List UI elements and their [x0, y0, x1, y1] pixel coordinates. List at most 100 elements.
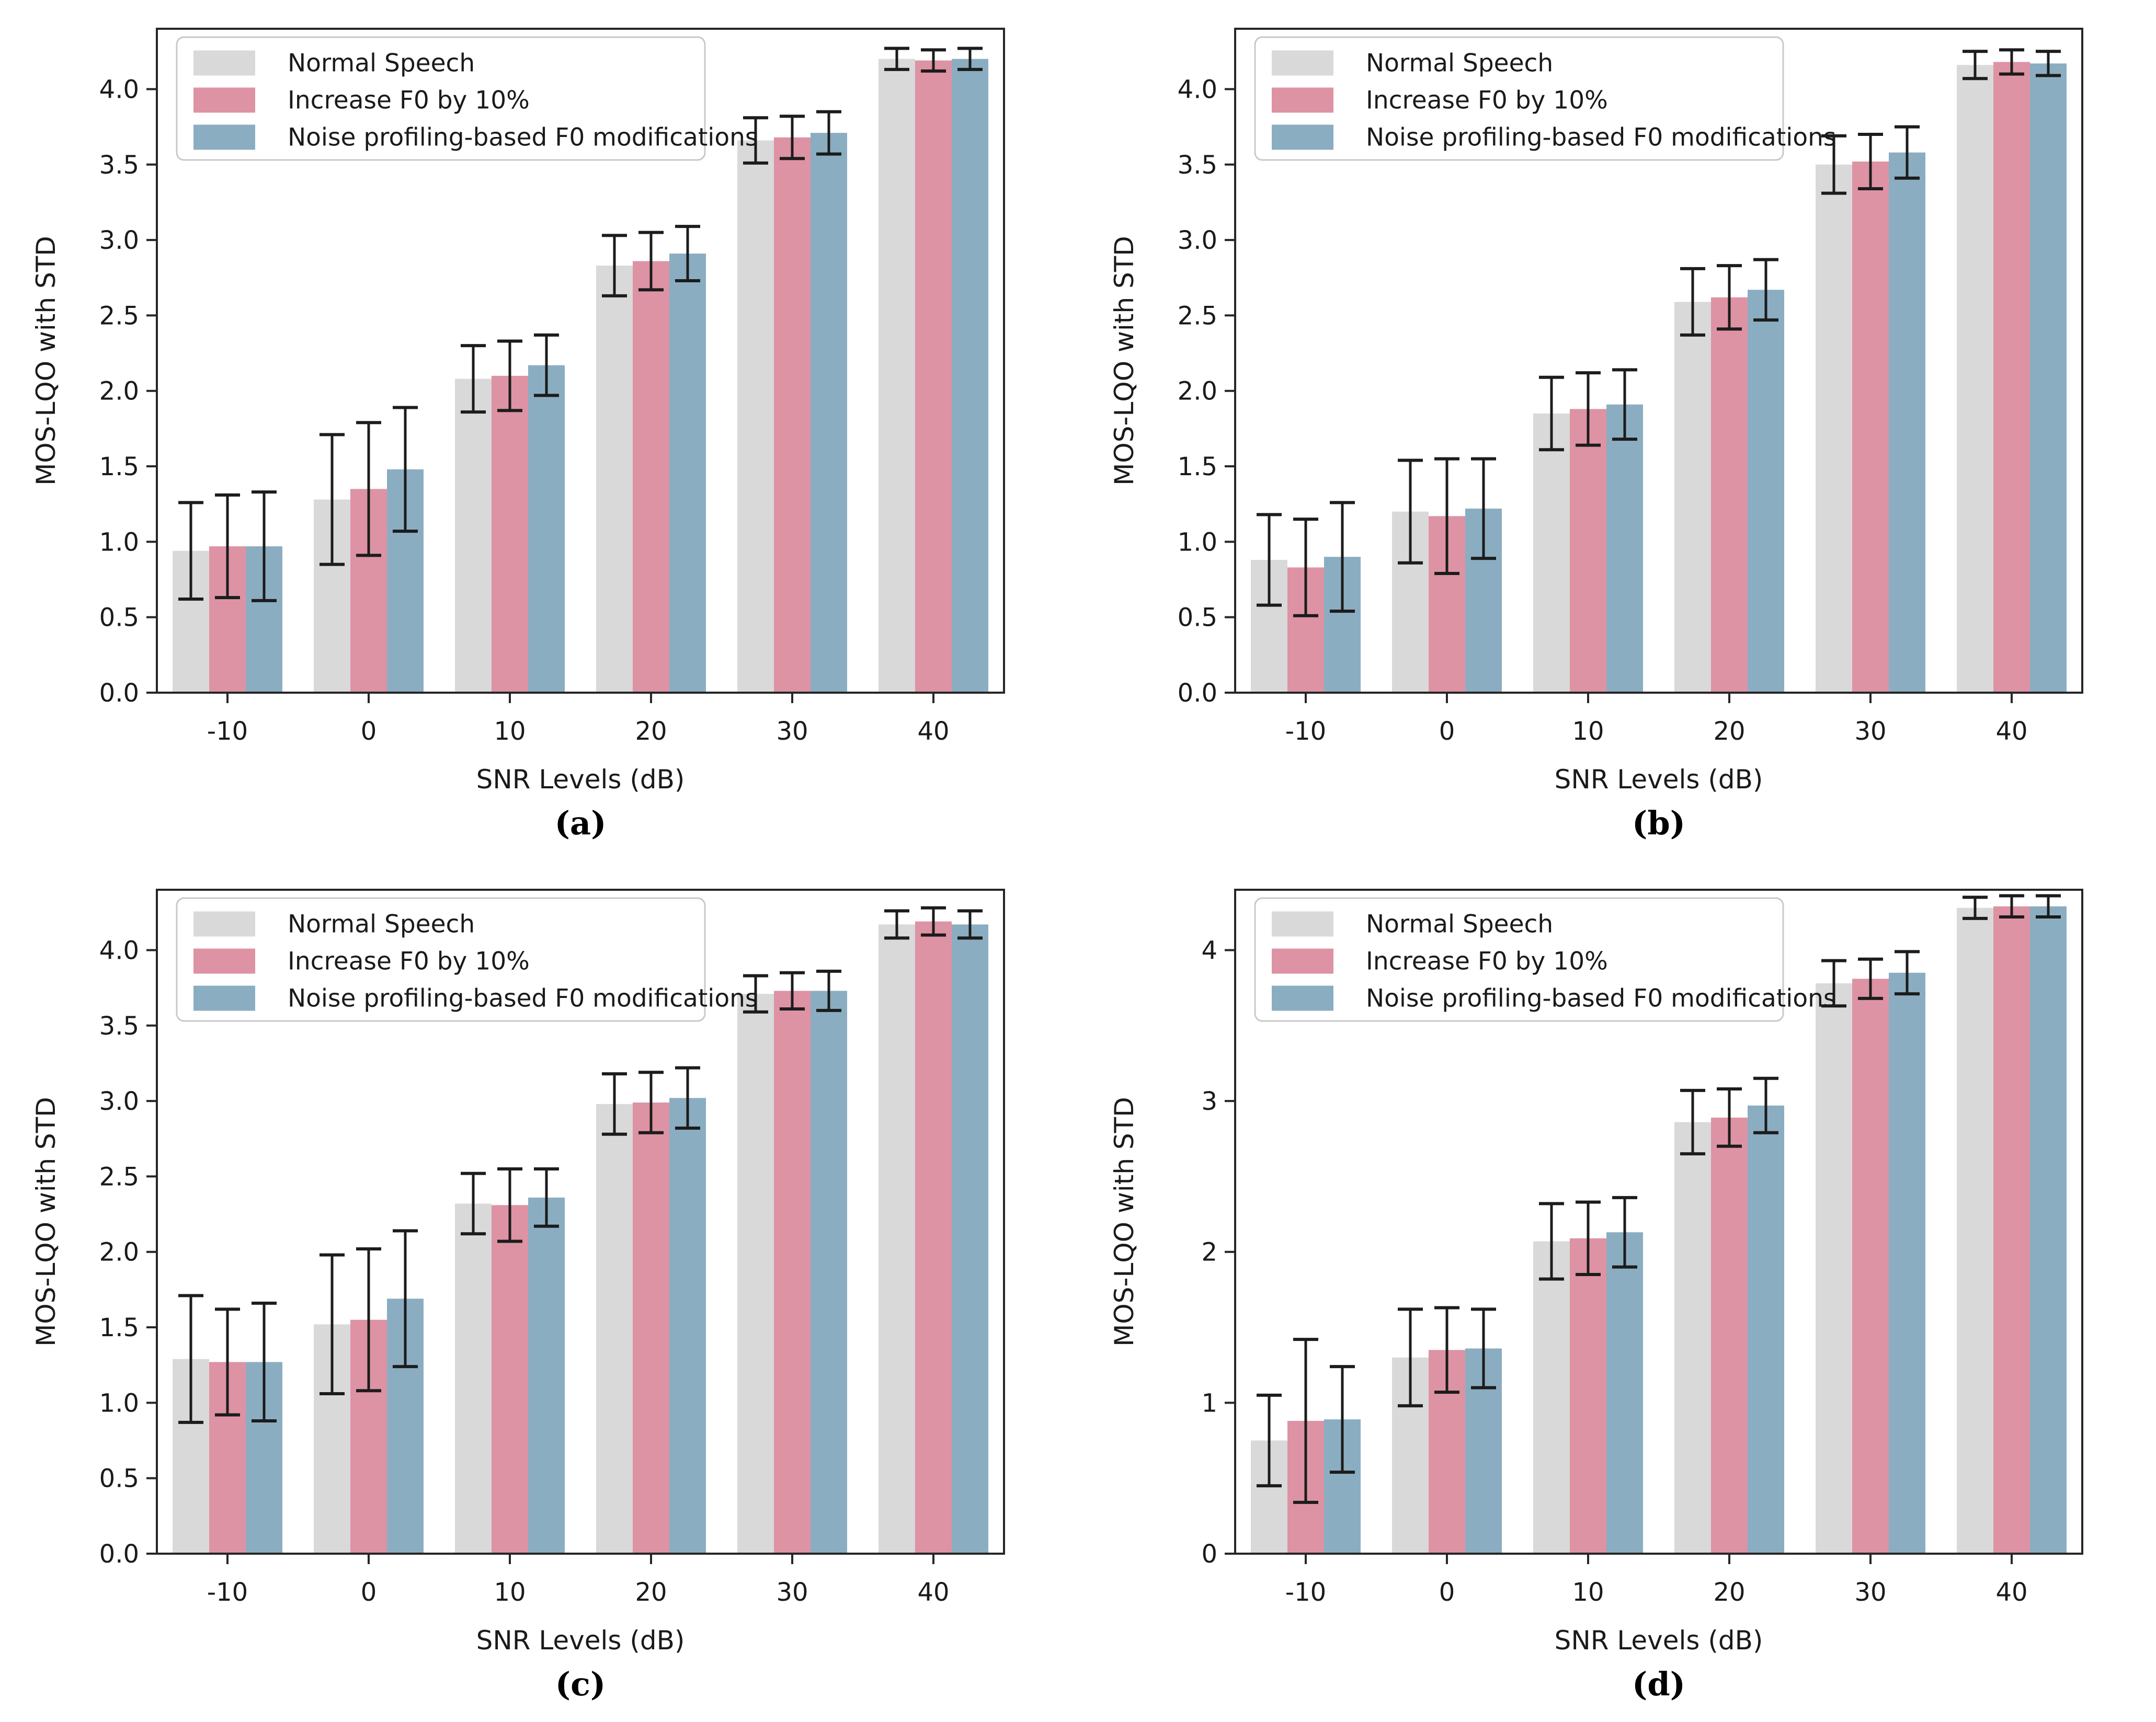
legend: Normal Speech Increase F0 by 10% Noise pro… — [1254, 36, 1836, 161]
x-tick-label: 40 — [917, 717, 949, 746]
bars-group — [173, 59, 988, 693]
x-tick-label: -10 — [1285, 717, 1326, 746]
legend-swatch — [193, 87, 255, 113]
bar — [1711, 1117, 1748, 1554]
bar — [1852, 162, 1889, 693]
x-tick-label: 10 — [1572, 717, 1604, 746]
bar — [1606, 404, 1643, 693]
x-tick-label: 10 — [494, 1578, 526, 1607]
x-tick-label: 40 — [1995, 717, 2027, 746]
bar — [774, 991, 811, 1554]
y-tick-label: 3.5 — [1178, 151, 1217, 180]
y-axis-label: MOS-LQO with STD — [1109, 1097, 1139, 1347]
bar — [1748, 1105, 1784, 1554]
legend-label: Noise profiling-based F0 modifications — [288, 123, 758, 152]
bar — [1993, 906, 2030, 1554]
y-tick-label: 0.0 — [99, 679, 139, 708]
x-axis-label: SNR Levels (dB) — [476, 1625, 685, 1656]
y-tick-label: 2.0 — [99, 377, 139, 406]
legend-box — [176, 36, 706, 161]
y-tick-label: 1.5 — [1178, 452, 1217, 481]
bar — [669, 254, 706, 693]
legend-label: Noise profiling-based F0 modifications — [288, 984, 758, 1013]
legend-swatch — [193, 124, 255, 150]
y-tick-label: 1.0 — [1178, 527, 1217, 557]
legend-swatch — [193, 911, 255, 937]
x-tick-label: 30 — [776, 1578, 808, 1607]
bar — [737, 994, 774, 1554]
bars-group — [173, 921, 988, 1554]
bar — [1570, 409, 1606, 693]
legend-box — [1254, 897, 1784, 1022]
bar — [1957, 908, 1993, 1554]
y-axis-label: MOS-LQO with STD — [31, 1097, 61, 1347]
y-tick-label: 2 — [1201, 1238, 1217, 1267]
x-tick-label: 20 — [1713, 1578, 1745, 1607]
bar — [1674, 1122, 1711, 1554]
chart-b: 0.0 0.5 1.0 1.5 2.0 2.5 3.0 3.5 4.0 -10 0 10 20 30 40 N… — [1178, 28, 2083, 746]
bar — [1852, 979, 1889, 1554]
bar — [737, 140, 774, 693]
legend-label: Increase F0 by 10% — [288, 947, 530, 976]
x-tick-label: 20 — [635, 1578, 667, 1607]
bar — [1889, 152, 1925, 693]
bar — [596, 1104, 633, 1554]
bar — [455, 1203, 492, 1554]
y-tick-label: 0.0 — [99, 1540, 139, 1569]
bar — [1748, 290, 1784, 693]
error-bars-group — [178, 47, 983, 602]
x-axis-label: SNR Levels (dB) — [1554, 764, 1763, 795]
y-tick-label: 4 — [1201, 936, 1217, 965]
legend-swatch — [1272, 87, 1333, 113]
y-tick-label: 0.5 — [99, 603, 139, 633]
y-axis-label: MOS-LQO with STD — [31, 236, 61, 486]
y-tick-label: 2.0 — [99, 1238, 139, 1267]
subplot-c: 0.0 0.5 1.0 1.5 2.0 2.5 3.0 3.5 4.0 -10 0 10 20 30 40 N… — [0, 861, 1078, 1722]
y-tick-label: 0.5 — [99, 1464, 139, 1494]
legend-label: Normal Speech — [1366, 49, 1553, 78]
x-tick-label: 0 — [361, 717, 377, 746]
y-tick-label: 4.0 — [99, 75, 139, 104]
x-tick-label: 0 — [1439, 1578, 1455, 1607]
y-tick-label: 3.0 — [99, 1087, 139, 1116]
legend-swatch — [1272, 985, 1333, 1011]
bar — [1816, 983, 1852, 1554]
bar — [811, 133, 847, 693]
bar — [774, 137, 811, 693]
legend-label: Increase F0 by 10% — [288, 86, 530, 115]
x-tick-label: 20 — [1713, 717, 1745, 746]
y-tick-label: 2.5 — [99, 301, 139, 330]
error-bars-group — [1257, 894, 2061, 1504]
legend-label: Increase F0 by 10% — [1366, 86, 1608, 115]
subplot-caption-b: (b) — [1632, 804, 1686, 842]
chart-d: 0 1 2 3 4 -10 0 10 20 30 40 Normal Speech Increase F… — [1201, 889, 2083, 1607]
legend-label: Normal Speech — [288, 910, 475, 939]
bar — [915, 60, 952, 693]
y-axis: 0.0 0.5 1.0 1.5 2.0 2.5 3.0 3.5 4.0 — [99, 936, 157, 1569]
error-bars-group — [1257, 48, 2061, 617]
y-axis: 0.0 0.5 1.0 1.5 2.0 2.5 3.0 3.5 4.0 — [99, 75, 157, 708]
bar — [1957, 65, 1993, 693]
y-tick-label: 1 — [1201, 1388, 1217, 1418]
bar — [1816, 164, 1852, 693]
bar — [455, 378, 492, 693]
legend: Normal Speech Increase F0 by 10% Noise pro… — [176, 897, 758, 1022]
x-tick-label: -10 — [1285, 1578, 1326, 1607]
x-axis: -10 0 10 20 30 40 — [207, 1554, 950, 1607]
x-tick-label: 10 — [1572, 1578, 1604, 1607]
bar — [1533, 414, 1570, 693]
y-tick-label: 3 — [1201, 1087, 1217, 1116]
x-axis: -10 0 10 20 30 40 — [1285, 1554, 2028, 1607]
legend-swatch — [193, 948, 255, 974]
legend: Normal Speech Increase F0 by 10% Noise pro… — [1254, 897, 1836, 1022]
y-tick-label: 3.5 — [99, 1012, 139, 1041]
x-tick-label: 40 — [917, 1578, 949, 1607]
x-tick-label: 30 — [1854, 1578, 1886, 1607]
bar — [2030, 63, 2067, 693]
chart-a: 0.0 0.5 1.0 1.5 2.0 2.5 3.0 3.5 4.0 -10 0 10 20 30 40 N… — [99, 28, 1005, 746]
y-tick-label: 1.5 — [99, 1313, 139, 1342]
legend-box — [176, 897, 706, 1022]
y-tick-label: 3.0 — [99, 226, 139, 255]
bar — [1606, 1232, 1643, 1554]
